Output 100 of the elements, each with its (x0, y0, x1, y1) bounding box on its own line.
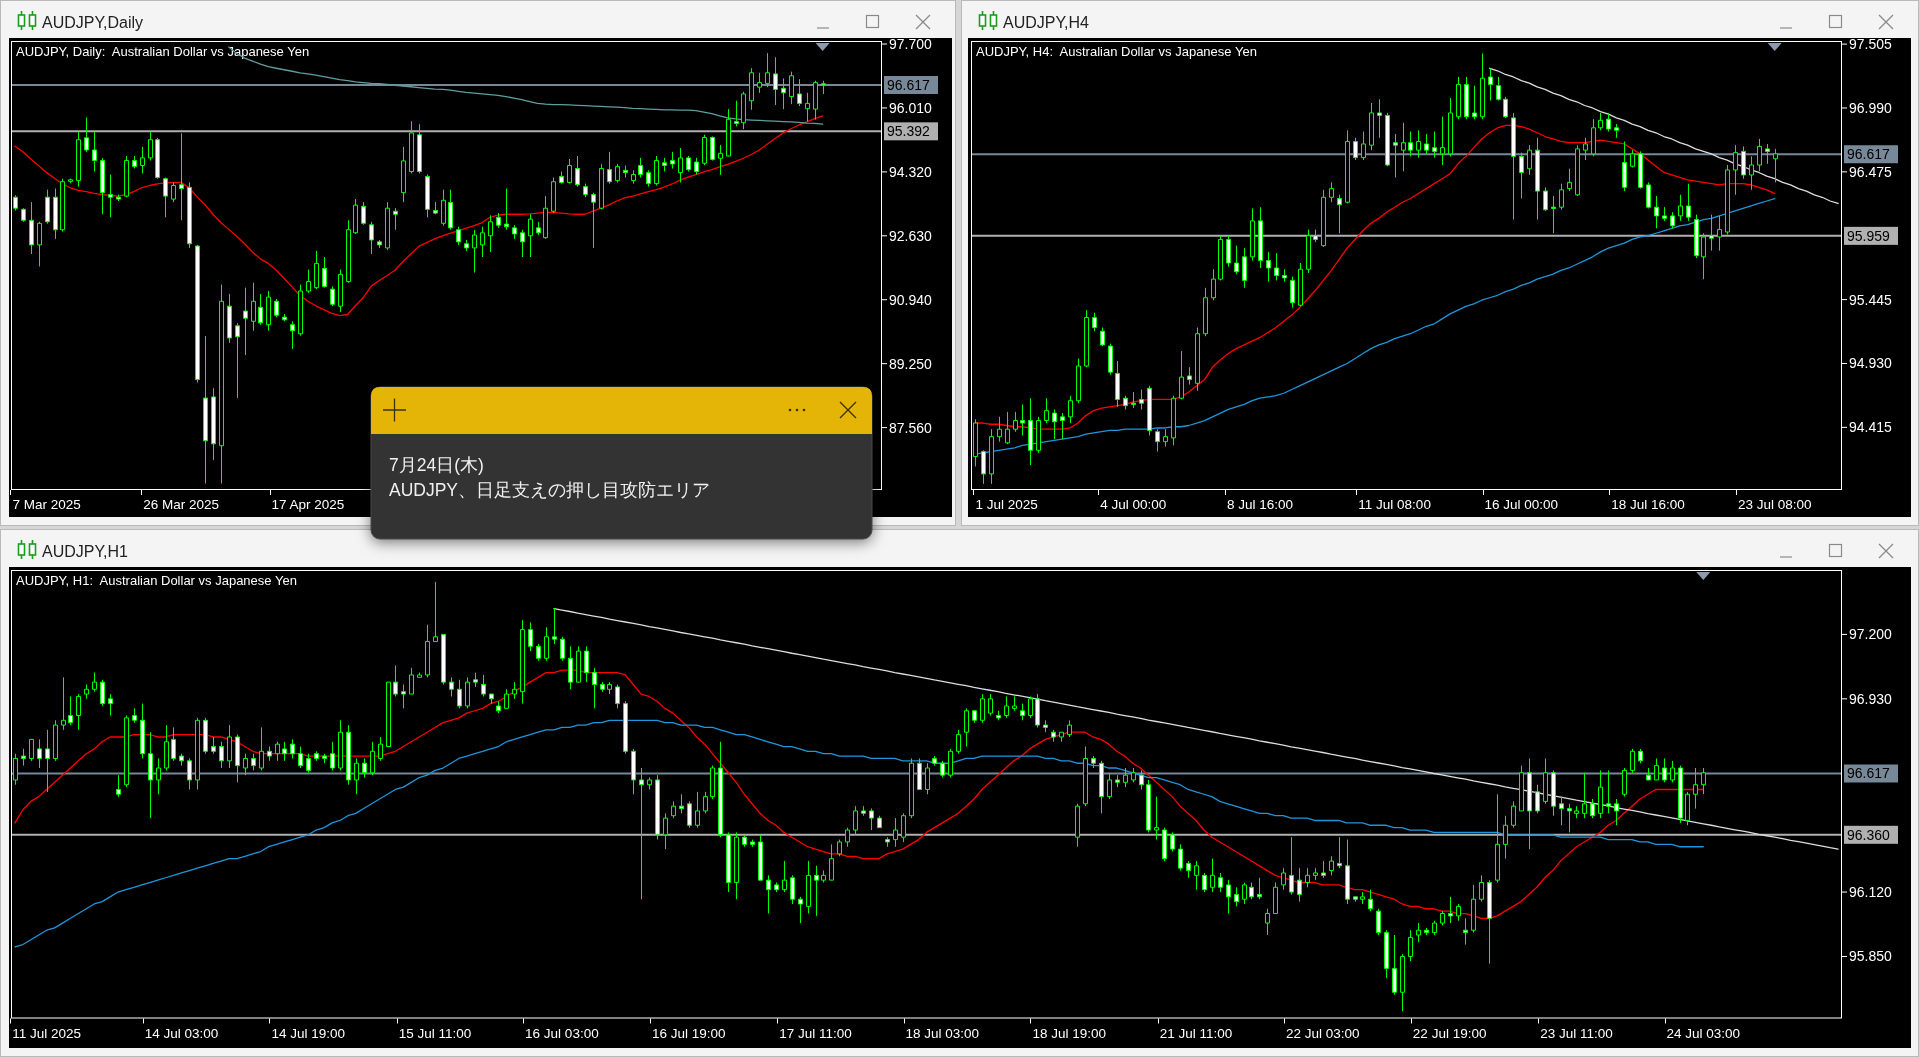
line-series (14, 115, 824, 317)
candlestick (948, 748, 953, 779)
candlestick (1107, 772, 1112, 800)
candlestick (790, 874, 795, 905)
candlestick (1146, 779, 1151, 833)
candlestick (1369, 102, 1374, 151)
candlestick (552, 607, 557, 645)
candlestick (243, 753, 248, 776)
candlestick (1471, 884, 1476, 934)
candlestick (1155, 428, 1160, 453)
x-tick-label: 4 Jul 00:00 (1100, 497, 1167, 512)
candlestick (489, 693, 494, 705)
candlestick (814, 865, 819, 917)
candlestick (290, 320, 295, 350)
candlestick (1052, 408, 1057, 440)
candlestick (1654, 195, 1659, 229)
candlestick (1313, 229, 1318, 243)
ref-line-label: 95.392 (887, 123, 931, 140)
candlestick (84, 116, 89, 153)
candlestick (1210, 858, 1215, 893)
candlestick (124, 155, 129, 198)
candlestick (92, 131, 97, 172)
candlestick (322, 753, 327, 764)
x-tick-label: 18 Jul 16:00 (1611, 497, 1685, 512)
candlestick (1694, 214, 1699, 259)
candlestick (68, 695, 73, 726)
candlestick (1464, 76, 1469, 120)
candlestick (781, 77, 786, 110)
candlestick (1123, 767, 1128, 788)
x-tick-label: 18 Jul 19:00 (1032, 1025, 1106, 1041)
candlestick (1313, 867, 1318, 881)
candlestick (401, 684, 406, 709)
candlestick (1360, 891, 1365, 905)
x-tick-label: 21 Jul 11:00 (1159, 1025, 1233, 1041)
candlestick (1194, 860, 1199, 891)
candlestick (536, 221, 541, 236)
candlestick (314, 750, 319, 762)
candlestick (956, 729, 961, 755)
candlestick (108, 174, 113, 218)
candlestick (1685, 791, 1690, 826)
candlestick (1662, 757, 1667, 783)
candlestick (1020, 703, 1025, 721)
candlestick (369, 221, 374, 255)
chart-subtitle: AUDJPY, H1: Australian Dollar vs Japanese Yen (16, 573, 297, 588)
candlestick (789, 71, 794, 105)
candlestick (53, 188, 58, 240)
candlestick (1725, 164, 1730, 235)
x-tick-label: 16 Jul 03:00 (525, 1025, 599, 1041)
x-tick-label: 22 Jul 19:00 (1412, 1025, 1487, 1041)
candlestick (1701, 232, 1706, 280)
candlestick (1297, 867, 1302, 903)
candlestick (235, 322, 240, 399)
candlestick (338, 268, 343, 313)
y-tick-label: 97.505 (1849, 36, 1893, 53)
candlestick (996, 710, 1001, 721)
candlestick (108, 693, 113, 717)
x-tick-label: 26 Mar 2025 (143, 497, 220, 512)
candlestick (243, 287, 248, 356)
candlestick (1321, 860, 1326, 879)
candlestick (1622, 140, 1627, 192)
candlestick (869, 808, 874, 831)
candlestick (1242, 882, 1247, 905)
candlestick (940, 760, 945, 779)
x-tick-label: 18 Jul 03:00 (905, 1025, 980, 1041)
candlestick (1582, 772, 1587, 819)
candlestick (1115, 360, 1120, 408)
candlestick (980, 693, 985, 724)
candlestick (1511, 800, 1516, 829)
candlestick (1234, 245, 1239, 275)
candlestick (1678, 194, 1683, 222)
x-tick-label: 22 Jul 03:00 (1286, 1025, 1360, 1041)
candlestick (1551, 769, 1556, 817)
y-tick-label: 94.930 (1849, 355, 1893, 372)
candlestick (258, 293, 263, 326)
candlestick (1448, 97, 1453, 157)
candlestick (972, 710, 977, 724)
x-tick-label: 14 Jul 03:00 (144, 1025, 219, 1041)
candlestick (417, 672, 422, 678)
candlestick (251, 753, 256, 771)
candlestick (1630, 748, 1635, 774)
candlestick (378, 736, 383, 762)
candlestick (290, 738, 295, 759)
candlestick (758, 834, 763, 881)
candlestick (187, 181, 192, 249)
x-tick-label: 16 Jul 00:00 (1484, 497, 1559, 512)
candlestick (591, 192, 596, 249)
x-tick-label: 17 Jul 11:00 (779, 1025, 852, 1041)
candlestick (386, 681, 391, 748)
candlestick (1028, 695, 1033, 719)
candlestick (1670, 211, 1675, 229)
candlestick (441, 189, 446, 227)
candlestick (266, 290, 271, 332)
candlestick (29, 201, 34, 255)
candlestick (1377, 98, 1382, 139)
candlestick (1353, 896, 1358, 903)
candlestick (917, 757, 922, 790)
candlestick (1733, 144, 1738, 196)
annotation: AUDJPY、日足支えの押し目攻防エリア (389, 480, 711, 500)
candlestick (1503, 96, 1508, 119)
candlestick (1083, 746, 1088, 807)
